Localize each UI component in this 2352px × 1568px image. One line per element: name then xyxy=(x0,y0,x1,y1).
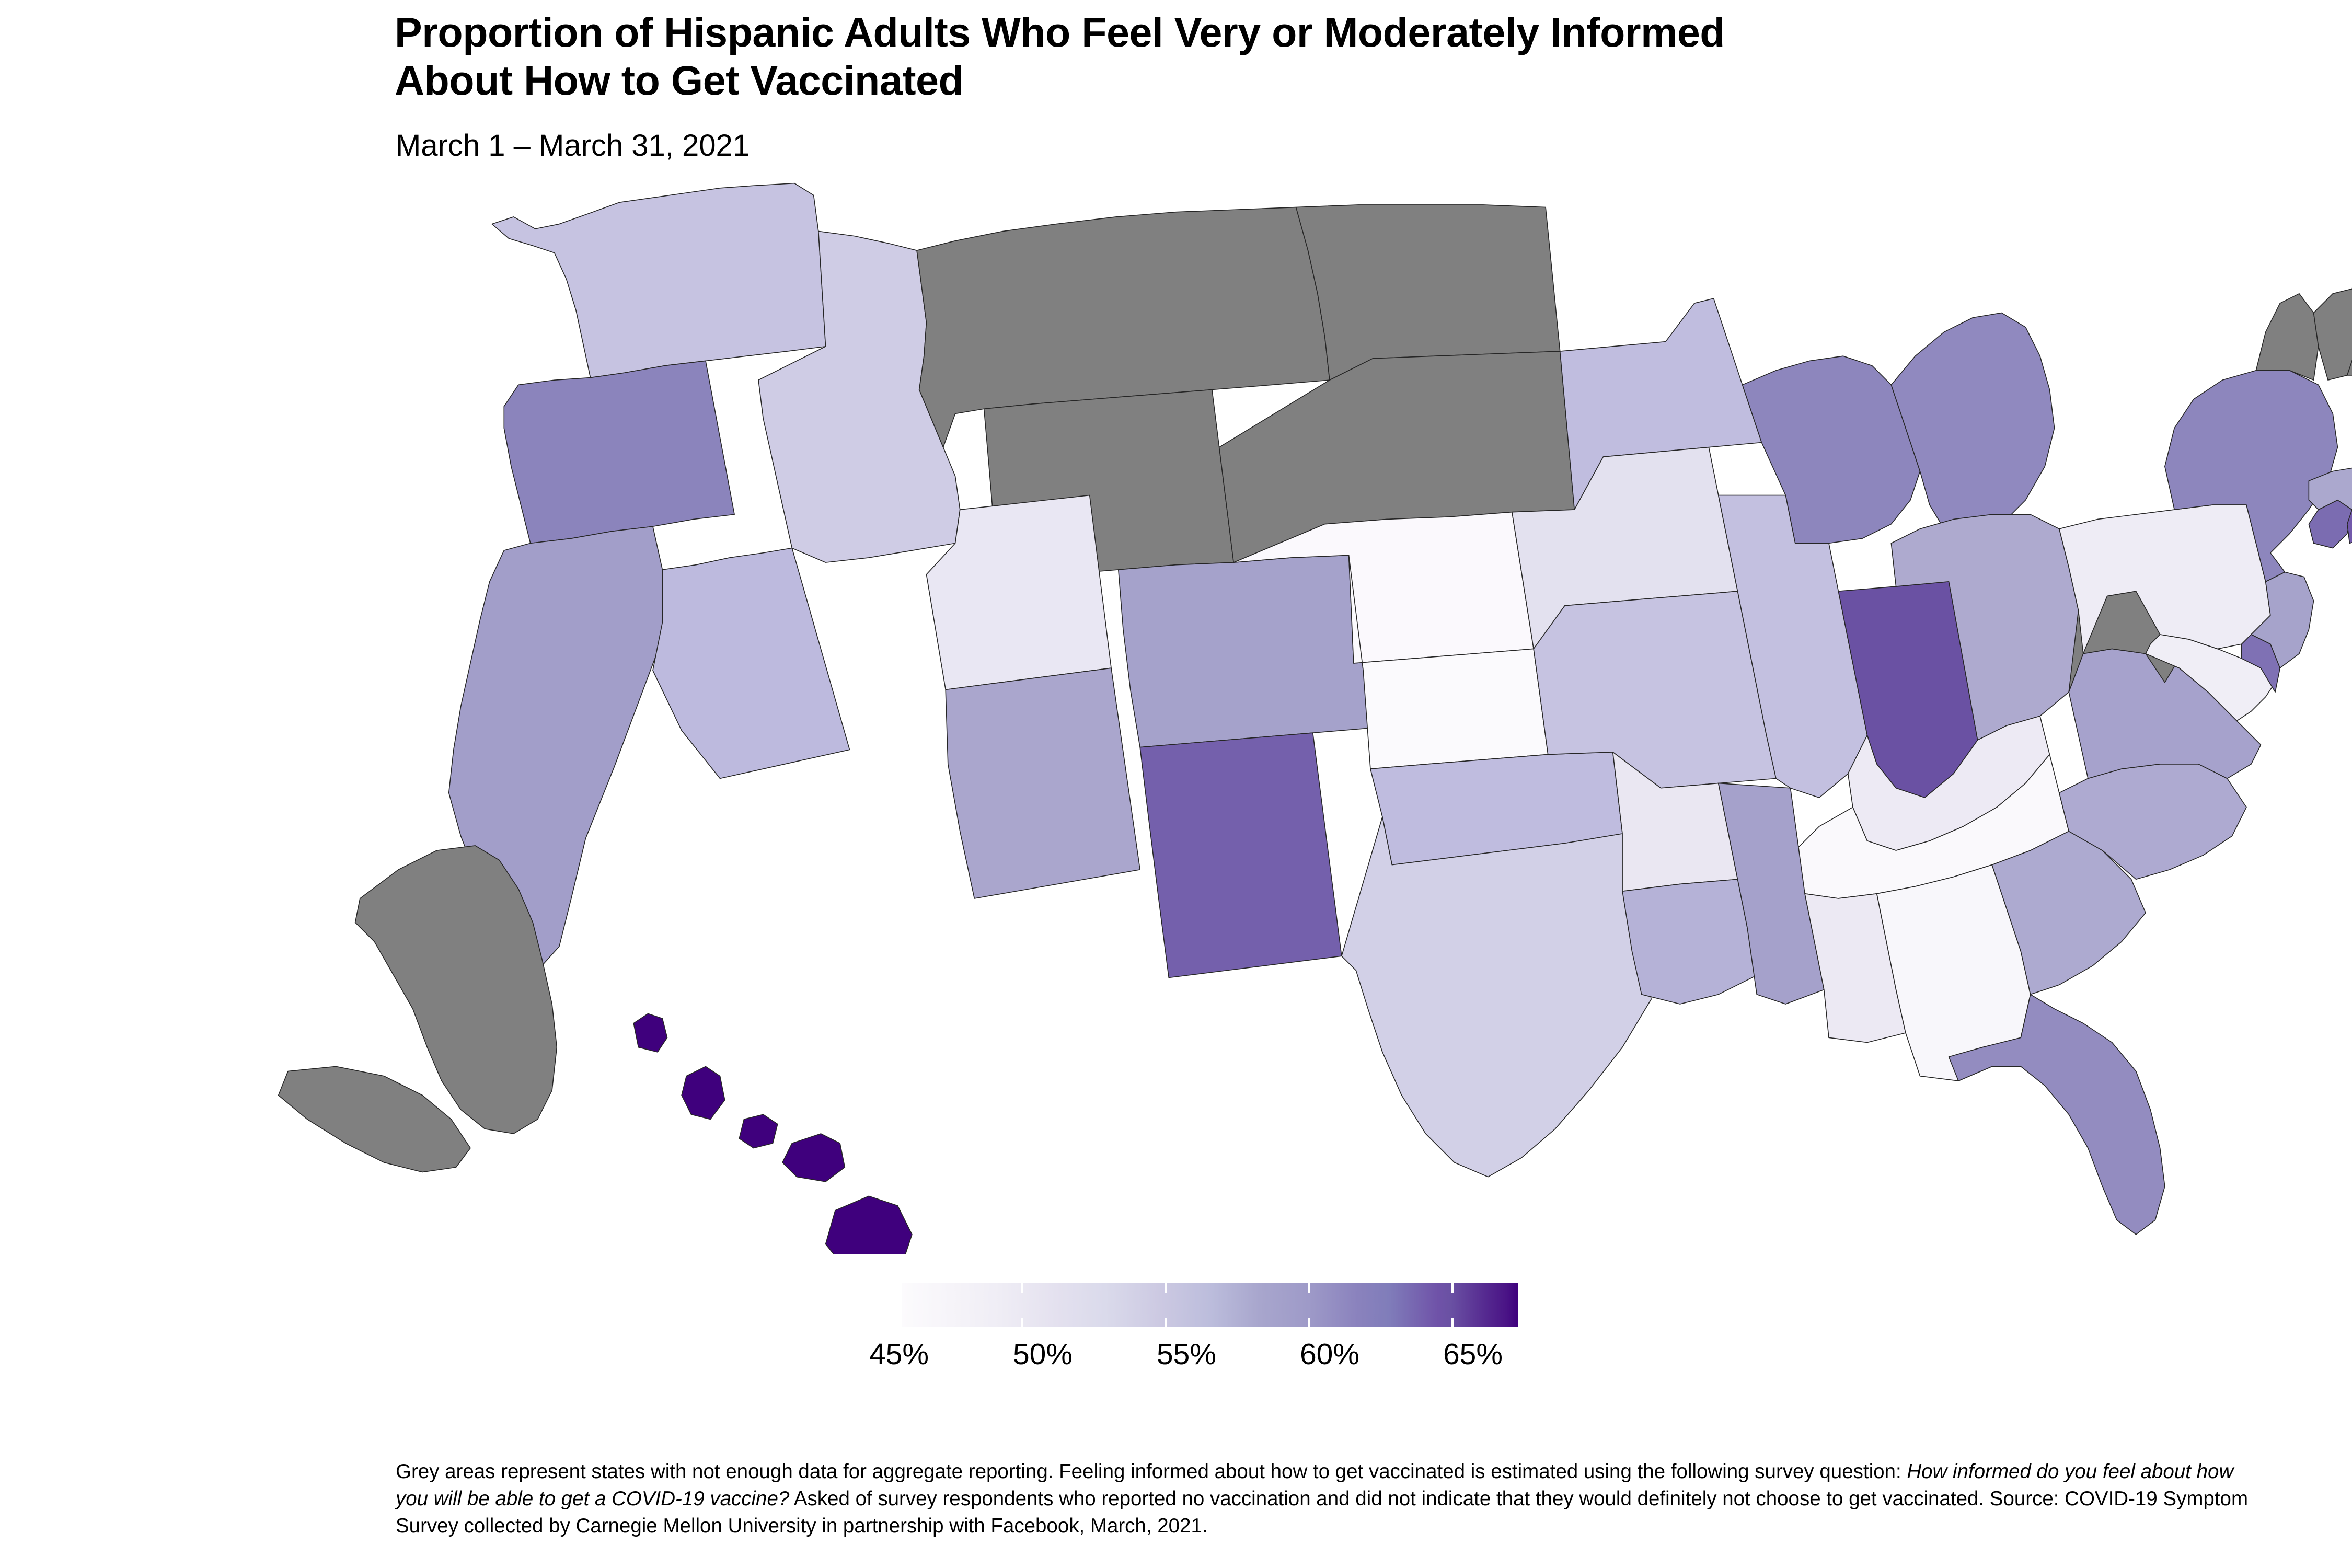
state-sc[interactable] xyxy=(1992,831,2146,994)
state-ct[interactable] xyxy=(2309,500,2352,548)
state-hi[interactable] xyxy=(739,1114,777,1148)
footnote-survey-question: How informed do you feel about how you w… xyxy=(396,1460,2234,1510)
us-states-svg xyxy=(0,178,2352,1254)
state-fl[interactable] xyxy=(1949,995,2165,1235)
legend-tick-label: 60% xyxy=(1299,1338,1360,1371)
legend-ticks xyxy=(902,1283,1518,1327)
page-subtitle: March 1 – March 31, 2021 xyxy=(396,129,750,163)
state-ak[interactable] xyxy=(279,1066,470,1172)
footnote-part2: Asked of survey respondents who reported… xyxy=(396,1487,2249,1537)
legend-tick-label: 55% xyxy=(1156,1338,1217,1371)
legend-gradient xyxy=(902,1283,1518,1327)
state-ri[interactable] xyxy=(2347,510,2352,543)
state-vt[interactable] xyxy=(2256,294,2318,380)
footnote-part1: Grey areas represent states with not eno… xyxy=(396,1460,1907,1483)
state-nh[interactable] xyxy=(2314,289,2352,380)
state-mi[interactable] xyxy=(1891,313,2054,534)
state-wa[interactable] xyxy=(492,183,825,378)
state-hi[interactable] xyxy=(826,1196,912,1254)
state-hi[interactable] xyxy=(633,1013,667,1052)
state-az[interactable] xyxy=(946,668,1140,898)
page-title: Proportion of Hispanic Adults Who Feel V… xyxy=(395,9,1725,104)
legend-tick-labels: 45% 50% 55% 60% 65% xyxy=(847,1337,1578,1379)
state-tx[interactable] xyxy=(1342,817,1651,1177)
state-ak[interactable] xyxy=(355,846,557,1134)
state-il[interactable] xyxy=(1719,495,1867,798)
legend-colorbar xyxy=(902,1283,1518,1327)
legend-tick-label: 65% xyxy=(1443,1338,1503,1371)
state-me[interactable] xyxy=(2347,183,2352,375)
state-mt[interactable] xyxy=(917,207,1330,447)
footnote: Grey areas represent states with not eno… xyxy=(396,1458,2254,1540)
state-la[interactable] xyxy=(1622,879,1757,1004)
state-ny[interactable] xyxy=(2165,371,2338,582)
state-nm[interactable] xyxy=(1140,733,1342,977)
state-nv[interactable] xyxy=(653,548,850,779)
legend-tick-label: 45% xyxy=(869,1338,929,1371)
state-hi[interactable] xyxy=(682,1066,725,1119)
state-pa[interactable] xyxy=(2059,505,2270,654)
state-hi[interactable] xyxy=(782,1134,845,1182)
state-co[interactable] xyxy=(1119,555,1370,747)
state-ma[interactable] xyxy=(2309,466,2352,510)
state-or[interactable] xyxy=(504,361,734,543)
choropleth-map xyxy=(0,178,2352,1254)
legend-tick-label: 50% xyxy=(1012,1338,1073,1371)
